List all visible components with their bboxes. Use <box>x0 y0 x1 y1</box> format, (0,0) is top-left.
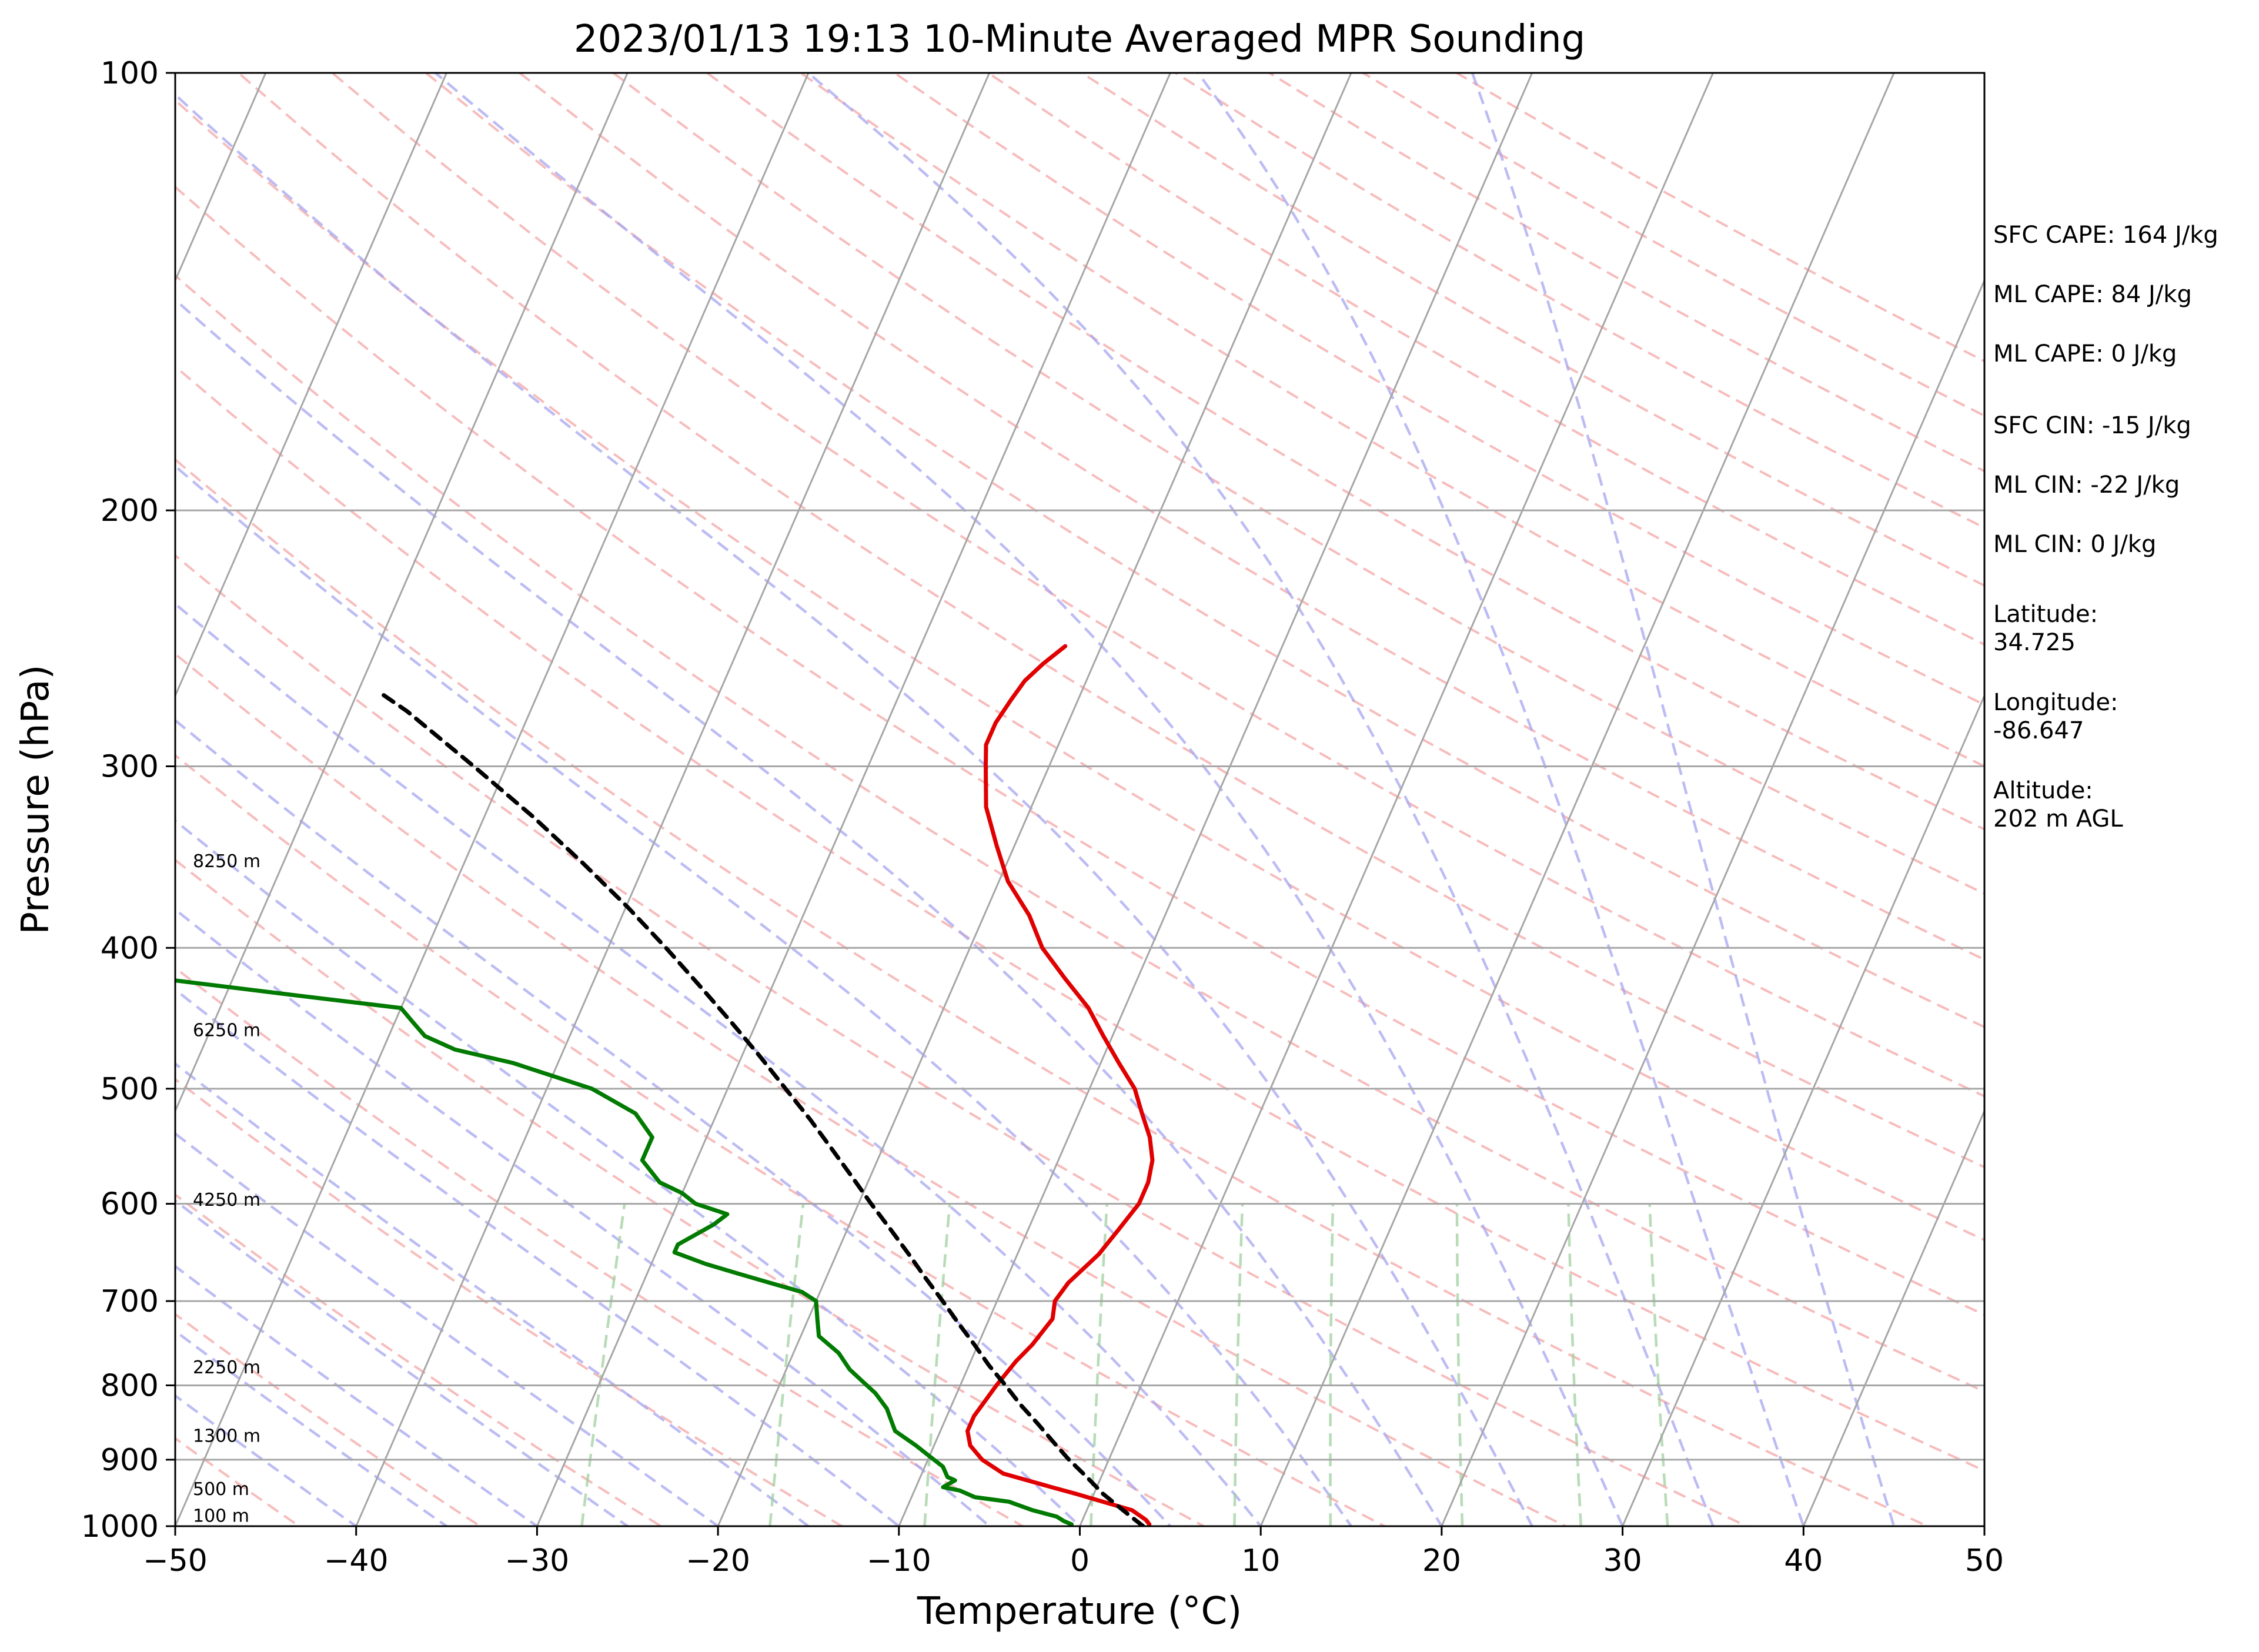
y-tick-label: 700 <box>101 1284 159 1319</box>
moist-adiabat-line <box>807 73 1715 1526</box>
dry-adiabat-line <box>175 185 1984 1316</box>
height-label: 4250 m <box>193 1190 260 1210</box>
x-tick-label: 20 <box>1422 1543 1461 1579</box>
dewpoint-series-line <box>175 978 1074 1526</box>
chart-title: 2023/01/13 19:13 10-Minute Averaged MPR … <box>574 18 1585 61</box>
height-label: 500 m <box>193 1479 249 1500</box>
latitude-label: Latitude: <box>1993 601 2098 628</box>
x-tick-label: 40 <box>1784 1543 1823 1579</box>
pressure-gridlines <box>175 73 1984 1526</box>
isotherm-line <box>1802 1108 1984 1526</box>
isotherm-line <box>1079 73 1714 1526</box>
moist-adiabat-line <box>175 1062 811 1526</box>
ml-cin-text: ML CIN: -22 J/kg <box>1993 471 2180 499</box>
moist-adiabat-line <box>175 1132 720 1526</box>
dry-adiabat-line <box>175 1078 844 1526</box>
longitude-label: Longitude: <box>1993 689 2118 716</box>
isotherm-line <box>717 73 1352 1526</box>
sounding-lines <box>175 644 1155 1526</box>
isotherm-line <box>175 73 447 698</box>
isotherm-line <box>898 73 1533 1526</box>
dry-adiabat-line <box>175 858 1207 1526</box>
parcel-series-line <box>381 693 1145 1526</box>
dry-adiabat-line <box>425 73 1984 1029</box>
moist-adiabat-line <box>1197 73 1805 1526</box>
longitude-value: -86.647 <box>1993 717 2084 744</box>
dry-adiabat-line <box>175 652 1569 1526</box>
background-lines <box>175 73 1984 1526</box>
moist-adiabat-line <box>435 73 1625 1526</box>
x-tick-label: 0 <box>1070 1543 1090 1579</box>
x-tick-label: 30 <box>1603 1543 1642 1579</box>
x-tick-label: 50 <box>1965 1543 2004 1579</box>
latitude-value: 34.725 <box>1993 629 2076 656</box>
dry-adiabat-line <box>175 98 1984 1242</box>
y-tick-label: 900 <box>101 1443 159 1478</box>
altitude-label: Altitude: <box>1993 777 2093 804</box>
dry-adiabat-line <box>175 1312 483 1526</box>
dry-adiabat-line <box>175 966 1025 1526</box>
y-axis-label: Pressure (hPa) <box>14 664 58 934</box>
isotherm-line <box>1622 693 1984 1526</box>
moist-adiabat-line <box>1471 73 1896 1526</box>
x-tick-label: −50 <box>143 1543 208 1579</box>
sfc-cape-text: SFC CAPE: 164 J/kg <box>1993 222 2218 249</box>
dry-adiabat-line <box>800 73 1984 768</box>
dry-adiabat-line <box>894 73 1984 706</box>
x-axis-label: Temperature (°C) <box>917 1590 1242 1633</box>
y-tick-label: 500 <box>101 1072 159 1107</box>
isotherm-line <box>536 73 1171 1526</box>
y-tick-label: 400 <box>101 931 159 966</box>
temperature-series-line <box>965 644 1155 1526</box>
isotherm-line <box>1259 73 1895 1526</box>
dry-adiabat-line <box>175 364 1984 1472</box>
y-tick-label: 800 <box>101 1368 159 1403</box>
moist-adiabat-line <box>175 297 1443 1526</box>
height-label: 6250 m <box>193 1020 260 1041</box>
moist-adiabat-line <box>175 988 901 1526</box>
isotherm-line <box>1441 278 1984 1526</box>
height-label: 2250 m <box>193 1357 260 1378</box>
isotherm-line <box>175 73 810 1526</box>
axis-ticks: −50 −40 −30 −20 −10 0 10 20 30 40 50 1000 900 800 700 6… <box>81 56 2004 1579</box>
altitude-value: 202 m AGL <box>1993 805 2123 832</box>
isotherm-line <box>355 73 991 1526</box>
dry-adiabat-line <box>519 73 1984 961</box>
x-tick-label: −30 <box>505 1543 570 1579</box>
x-tick-label: −40 <box>324 1543 389 1579</box>
x-tick-label: −10 <box>867 1543 931 1579</box>
height-labels: 8250 m 6250 m 4250 m 2250 m 1300 m 500 m 100 m <box>193 851 260 1526</box>
y-tick-label: 100 <box>101 56 159 91</box>
x-tick-label: 10 <box>1241 1543 1280 1579</box>
dry-adiabat-line <box>175 273 1984 1393</box>
moist-adiabat-line <box>175 908 992 1526</box>
dry-adiabat-line <box>175 1437 302 1526</box>
ml-cape-text: ML CAPE: 84 J/kg <box>1993 281 2192 308</box>
ml-cin-zero-text: ML CIN: 0 J/kg <box>1993 531 2156 558</box>
y-tick-label: 1000 <box>81 1509 159 1544</box>
y-tick-label: 600 <box>101 1187 159 1222</box>
x-tick-label: −20 <box>686 1543 750 1579</box>
ml-cape-zero-text: ML CAPE: 0 J/kg <box>1993 340 2177 367</box>
dry-adiabat-line <box>175 554 1750 1526</box>
height-label: 8250 m <box>193 851 260 872</box>
moist-adiabat-line <box>175 718 1172 1526</box>
moist-adiabat-line <box>175 464 1353 1526</box>
y-tick-label: 200 <box>101 493 159 529</box>
sfc-cin-text: SFC CIN: -15 J/kg <box>1993 412 2191 439</box>
dry-adiabat-line <box>612 73 1984 895</box>
isotherm-line <box>175 73 629 1113</box>
sounding-stats: SFC CAPE: 164 J/kg ML CAPE: 84 J/kg ML C… <box>1993 222 2218 832</box>
height-label: 1300 m <box>193 1426 260 1447</box>
height-label: 100 m <box>193 1506 249 1526</box>
dry-adiabat-line <box>175 754 1388 1526</box>
y-tick-label: 300 <box>101 749 159 784</box>
